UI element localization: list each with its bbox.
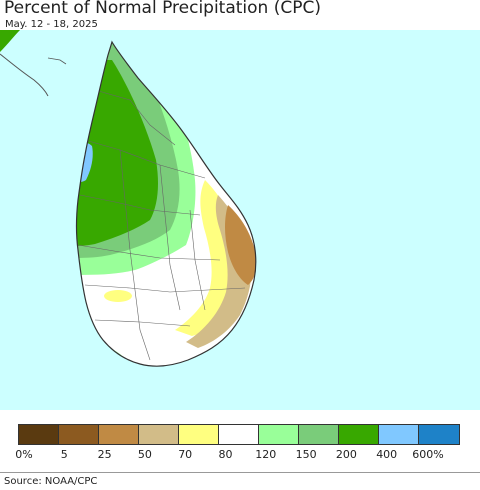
legend-label-1: 5 [60,448,68,461]
legend-bar [18,424,460,445]
district-borders [77,89,246,361]
legend-label-6: 120 [255,448,277,461]
zone-25-50 [225,205,256,285]
precipitation-map [0,30,480,410]
zone-70-80-patch [104,290,132,302]
legend-label-0: 0% [15,448,33,461]
legend-label-9: 400 [376,448,398,461]
legend-label-5: 80 [218,448,233,461]
legend-swatch-2 [99,425,139,444]
legend-label-4: 70 [178,448,193,461]
legend-swatch-4 [179,425,219,444]
legend-label-2: 25 [97,448,112,461]
legend-label-8: 200 [335,448,357,461]
map-svg [0,30,480,410]
legend-swatch-0 [19,425,59,444]
legend-label-7: 150 [295,448,317,461]
india-coastline [0,53,49,97]
legend-swatch-6 [259,425,299,444]
legend-swatch-8 [339,425,379,444]
map-title: Percent of Normal Precipitation (CPC) [4,0,321,18]
adams-bridge [47,57,67,65]
footer-divider [0,472,480,473]
legend-swatch-7 [299,425,339,444]
legend-label-3: 50 [137,448,152,461]
source-credit: Source: NOAA/CPC [4,476,98,487]
legend-swatch-3 [139,425,179,444]
legend-swatch-1 [59,425,99,444]
india-landmass [0,30,20,52]
legend-label-10: 600% [412,448,444,461]
legend-swatch-5 [219,425,259,444]
legend-swatch-10 [419,425,459,444]
legend-swatch-9 [379,425,419,444]
map-date-range: May. 12 - 18, 2025 [5,19,98,30]
